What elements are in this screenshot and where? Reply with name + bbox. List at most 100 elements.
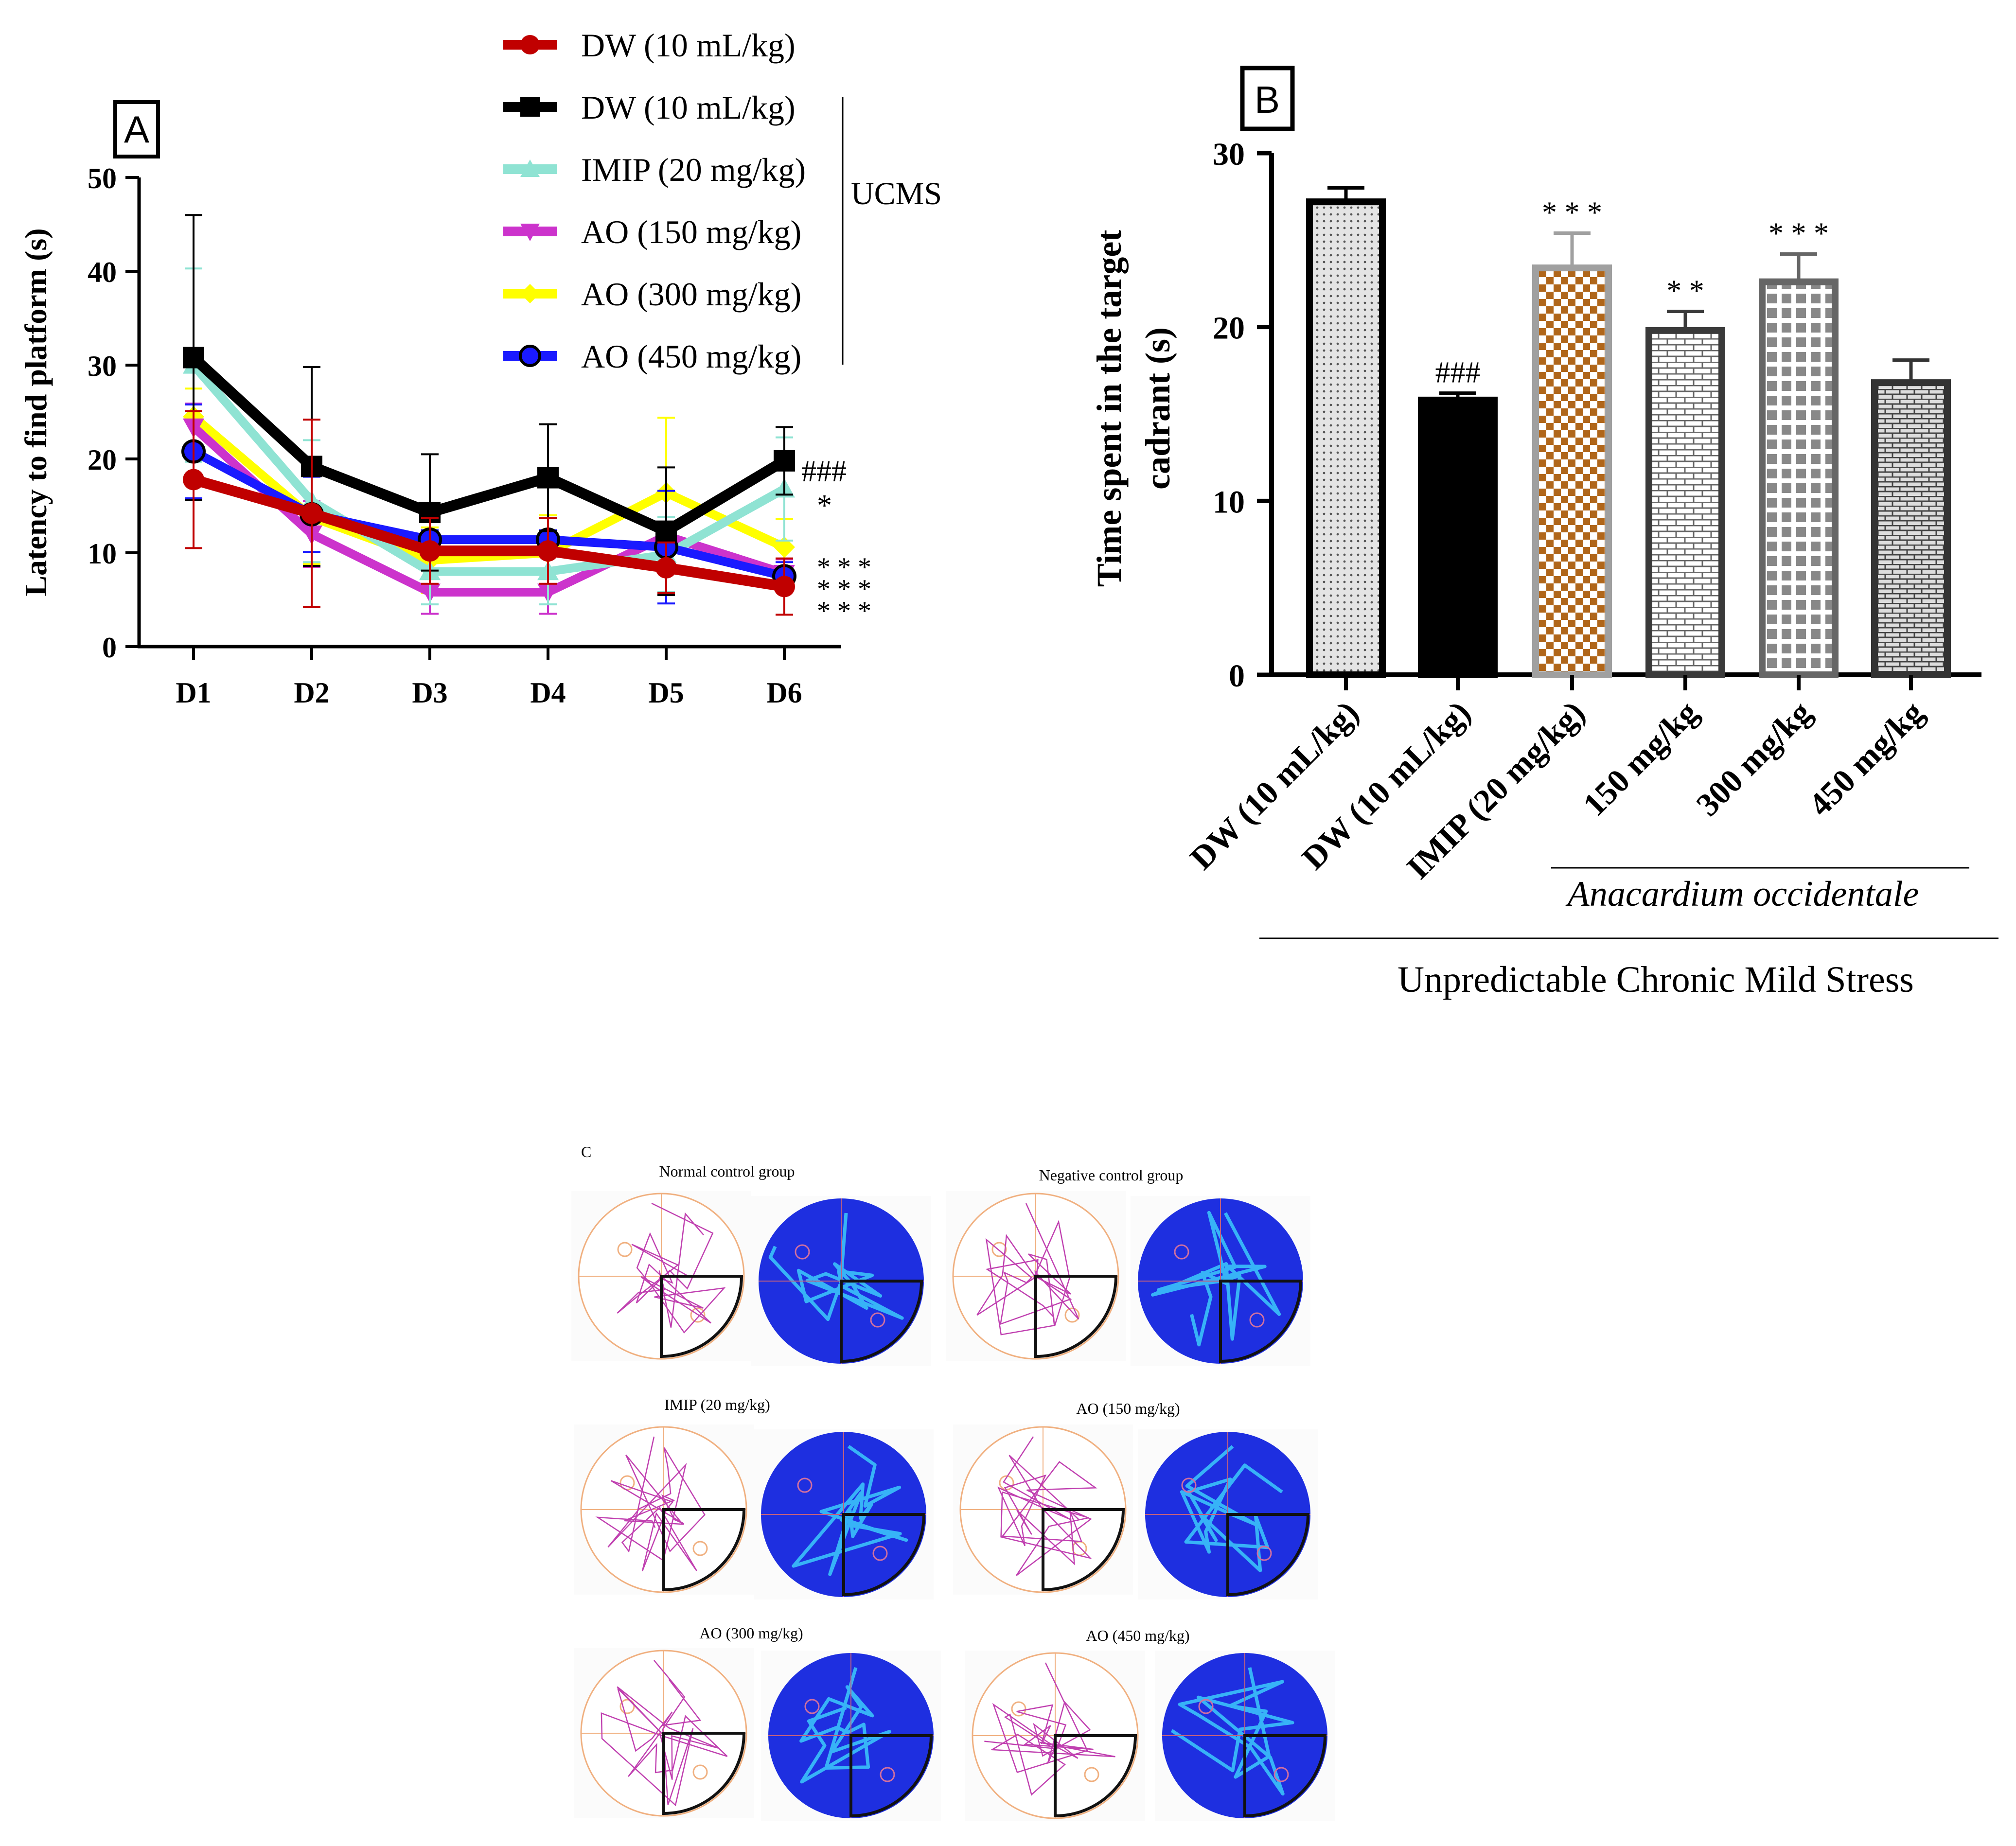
heatmap-target-quadrant: [1226, 1513, 1310, 1597]
swim-path: [595, 1436, 706, 1571]
panel-c-track-images: C Normal control group Negative control …: [571, 1143, 1335, 1821]
panel-a-label-box: [113, 100, 160, 158]
panel-a-point: [655, 520, 677, 542]
swim-path: [997, 1436, 1097, 1576]
panel-a-sig-triple-3: * * *: [817, 596, 871, 626]
track-ring: [617, 1242, 633, 1257]
panel-a-x-tick-label: D4: [530, 677, 566, 709]
panel-a-point: [183, 469, 204, 491]
panel-c-title-2: Negative control group: [1039, 1166, 1184, 1184]
ucms-label: UCMS: [851, 176, 942, 211]
panel-a-point: [520, 159, 540, 177]
target-quadrant: [1034, 1275, 1118, 1358]
panel-a-x-tick-label: D3: [412, 677, 447, 709]
panel-a-x-tick-label: D2: [294, 677, 329, 709]
panel-a-point: [520, 97, 540, 117]
heatmap-ring: [870, 1312, 885, 1328]
heatmap-ring: [795, 1244, 810, 1260]
panel-a-point: [519, 345, 541, 367]
track-ring: [692, 1541, 708, 1556]
panel-a-point: [419, 540, 441, 562]
heatmap-trail: [768, 1213, 904, 1321]
heatmap-ring: [804, 1699, 820, 1714]
panel-b-x-tick-label: 150 mg/kg: [1575, 694, 1705, 823]
panel-a-series: [183, 410, 795, 616]
panel-c-title-6: AO (450 mg/kg): [1086, 1627, 1189, 1644]
heatmap-ring: [797, 1477, 813, 1493]
panel-b-x-tick-label: 450 mg/kg: [1801, 694, 1930, 823]
panel-b-significance: * * *: [1542, 196, 1602, 229]
heatmap-ring: [1181, 1477, 1197, 1493]
panel-a-point: [301, 502, 322, 524]
panel-c-title-1: Normal control group: [659, 1162, 795, 1180]
panel-a-point: [520, 284, 540, 303]
legend-label: AO (150 mg/kg): [581, 213, 801, 250]
panel-c-pair: [571, 1191, 931, 1366]
panel-b-label-box: [1240, 66, 1295, 131]
panel-a-point: [774, 450, 795, 472]
panel-a-point: [537, 467, 559, 489]
track-ring: [619, 1699, 635, 1714]
heatmap-ring: [1256, 1546, 1272, 1561]
panel-a-y-axis-title: Latency to find platform (s): [18, 228, 53, 596]
legend-label: DW (10 mL/kg): [581, 89, 796, 126]
target-quadrant: [1042, 1508, 1125, 1592]
legend-label: DW (10 mL/kg): [581, 27, 796, 64]
heatmap-target-quadrant: [1219, 1280, 1303, 1363]
swim-path: [601, 1660, 728, 1807]
panel-a-point: [537, 540, 559, 562]
panel-b-bar: [1759, 278, 1839, 678]
track-ring: [692, 1764, 708, 1780]
panel-c-pair: [574, 1424, 934, 1600]
panel-a-series-line: [190, 353, 787, 537]
panel-b-bar: [1306, 198, 1386, 678]
target-quadrant: [1054, 1734, 1137, 1818]
panel-a-sig-triple-1: * * *: [817, 552, 871, 582]
legend-label: AO (450 mg/kg): [581, 338, 801, 375]
panel-c-pair: [946, 1191, 1310, 1366]
heatmap-target-quadrant: [840, 1280, 923, 1363]
heatmap-target-quadrant: [842, 1513, 926, 1597]
panel-b-y-tick-label: 20: [1213, 311, 1245, 346]
panel-a-point: [774, 576, 795, 598]
panel-c-label: C: [581, 1143, 591, 1160]
panel-a-series-line: [190, 362, 787, 576]
panel-c-pair: [965, 1651, 1335, 1821]
swim-path: [984, 1662, 1115, 1796]
heatmap-trail: [792, 1445, 908, 1576]
panel-a-label: A: [124, 108, 149, 151]
panel-a-sig-single: *: [817, 489, 832, 522]
panel-a-x-tick-label: D5: [648, 677, 684, 709]
panel-a-x-tick-label: D1: [176, 677, 211, 709]
track-ring: [991, 1242, 1007, 1257]
panel-c-title-4: AO (150 mg/kg): [1076, 1400, 1180, 1417]
panel-b-bar-chart: B Time spent in the target cadrant (s) 0…: [1090, 66, 1998, 1000]
panel-a-point: [655, 557, 677, 579]
panel-b-significance: * * *: [1768, 217, 1829, 250]
track-ring: [1064, 1307, 1080, 1323]
panel-b-bar: [1645, 327, 1725, 678]
track-ring: [1084, 1767, 1099, 1782]
heatmap-target-quadrant: [849, 1734, 933, 1818]
legend-label: AO (300 mg/kg): [581, 276, 801, 313]
ao-group-label: Anacardium occidentale: [1565, 874, 1919, 914]
heatmap-ring: [1249, 1312, 1265, 1328]
panel-a-sig-triple-2: * * *: [817, 574, 871, 604]
panel-a-point: [183, 347, 204, 369]
panel-b-bar: [1532, 264, 1612, 678]
panel-b-bar: [1418, 396, 1498, 678]
panel-b-y-tick-label: 0: [1229, 658, 1245, 694]
heatmap-ring: [1174, 1244, 1189, 1260]
panel-a-point: [520, 35, 540, 54]
panel-a-point: [774, 536, 795, 558]
panel-a-legend: DW (10 mL/kg) DW (10 mL/kg) IMIP (20 mg/kg…: [503, 27, 806, 375]
panel-a-y-tick-label: 30: [88, 350, 117, 382]
panel-b-x-tick-label: 300 mg/kg: [1689, 694, 1818, 823]
track-ring: [690, 1307, 706, 1323]
panel-a-line-chart: A 0 10 20 30 40 50 D1 D2 D3 D4 D5 D6 Latency to fi…: [18, 27, 942, 709]
panel-a-y-tick-label: 40: [88, 256, 117, 288]
panel-c-pair: [953, 1424, 1318, 1600]
panel-b-y-axis-title-line1: Time spent in the target: [1090, 230, 1129, 587]
target-quadrant: [662, 1732, 746, 1815]
